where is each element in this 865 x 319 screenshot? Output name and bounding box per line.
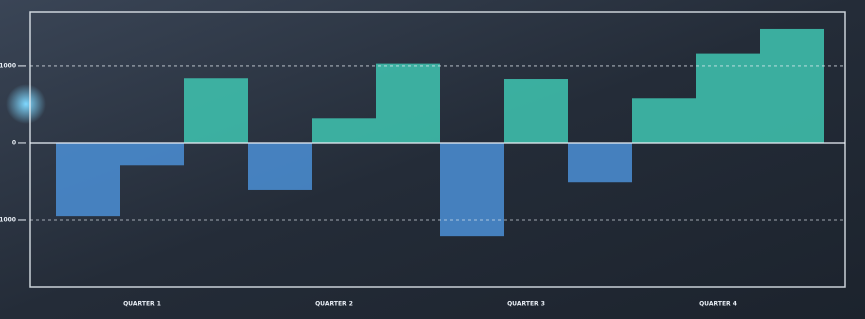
- bar: [760, 29, 824, 143]
- y-tick-label: 0: [12, 139, 16, 146]
- bar: [248, 143, 312, 190]
- page: {"chart_data": {"type": "bar", "categori…: [0, 0, 865, 319]
- y-tick-label: -1000: [0, 216, 16, 223]
- chart: QUARTER 1 QUARTER 2 QUARTER 3 QUARTER 4 -100…: [0, 0, 865, 319]
- bar: [184, 78, 248, 143]
- x-tick-label: QUARTER 1: [123, 301, 161, 308]
- x-tick-label: QUARTER 4: [699, 301, 737, 308]
- glow: [6, 84, 46, 124]
- bar: [312, 118, 376, 143]
- x-tick-label: QUARTER 3: [507, 301, 545, 308]
- bar: [56, 143, 120, 216]
- bar: [568, 143, 632, 182]
- bar: [376, 64, 440, 143]
- bar: [120, 143, 184, 165]
- x-tick-label: QUARTER 2: [315, 301, 353, 308]
- bar: [440, 143, 504, 236]
- bar: [632, 98, 696, 143]
- bar: [696, 54, 760, 143]
- bar: [504, 79, 568, 143]
- y-tick-label: 1000: [0, 62, 16, 69]
